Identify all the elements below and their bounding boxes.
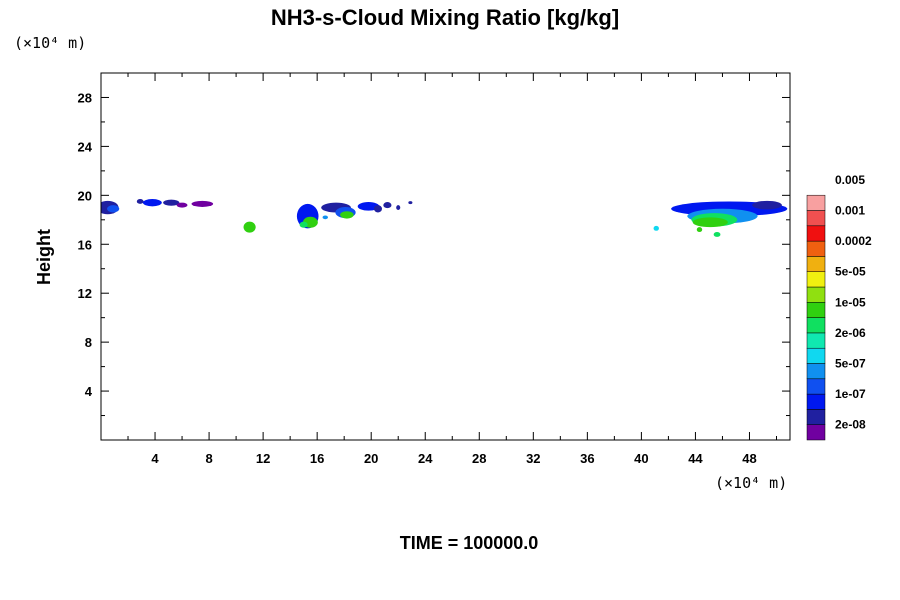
cloud-patch: [142, 199, 162, 207]
x-unit-label: (×10⁴ m): [715, 474, 787, 492]
cloud-patch: [357, 202, 380, 211]
x-tick-label: 24: [418, 451, 433, 466]
time-footer: TIME = 100000.0: [400, 533, 539, 553]
cloud-patch: [243, 221, 256, 233]
cloud-patch: [191, 200, 214, 207]
x-tick-label: 8: [205, 451, 212, 466]
x-tick-label: 12: [256, 451, 270, 466]
colorbar-label: 5e-07: [835, 357, 866, 371]
colorbar: 2e-08 1e-07 5e-07 2e-06 1e-05 5e-05 0.0002 0.00…: [806, 173, 872, 441]
cloud-patch: [136, 199, 144, 204]
colorbar-swatch: [806, 302, 826, 318]
colorbar-label: 5e-05: [835, 265, 866, 279]
colorbar-swatch: [806, 378, 826, 395]
colorbar-swatch: [806, 286, 826, 303]
cloud-patch: [396, 205, 401, 211]
chart-title: NH3-s-Cloud Mixing Ratio [kg/kg]: [271, 5, 619, 30]
y-tick-label: 8: [85, 335, 92, 350]
cloud-patch: [653, 225, 659, 231]
cloud-patch: [107, 205, 120, 213]
cloud-patch: [696, 227, 703, 233]
y-tick-label: 20: [78, 188, 92, 203]
cloud-patch: [299, 221, 308, 228]
colorbar-swatch: [806, 332, 826, 349]
colorbar-swatch: [806, 225, 826, 242]
colorbar-swatch: [806, 347, 826, 364]
colorbar-label: 2e-08: [835, 418, 866, 432]
colorbar-label: 1e-05: [835, 295, 866, 309]
colorbar-swatch: [806, 210, 826, 227]
x-tick-label: 28: [472, 451, 486, 466]
colorbar-swatch: [806, 409, 826, 425]
colorbar-swatch: [806, 271, 826, 288]
cloud-patch: [322, 215, 328, 220]
cloud-field: [101, 199, 788, 237]
colorbar-swatch: [806, 424, 826, 441]
x-tick-label: 36: [580, 451, 594, 466]
y-tick-label: 28: [78, 90, 92, 105]
colorbar-swatch: [806, 363, 826, 380]
y-unit-label: (×10⁴ m): [14, 34, 86, 52]
x-tick-label: 16: [310, 451, 324, 466]
cloud-patch: [373, 205, 383, 213]
cloud-patch: [340, 211, 354, 219]
cloud-patch: [176, 202, 188, 208]
colorbar-label: 0.005: [835, 173, 865, 187]
x-tick-label: 32: [526, 451, 540, 466]
cloud-patch: [692, 217, 728, 228]
colorbar-swatch: [806, 240, 826, 257]
cloud-patch: [713, 232, 721, 237]
x-tick-label: 4: [151, 451, 159, 466]
colorbar-swatch: [806, 317, 826, 334]
cloud-patch: [383, 202, 392, 209]
colorbar-label: 0.0002: [835, 234, 872, 248]
y-tick-label: 16: [78, 237, 92, 252]
y-tick-label: 24: [78, 139, 93, 154]
y-axis-label: Height: [34, 229, 54, 285]
y-tick-label: 12: [78, 286, 92, 301]
colorbar-swatch: [806, 256, 826, 272]
cloud-patch: [752, 200, 782, 210]
x-tick-label: 48: [742, 451, 756, 466]
colorbar-label: 1e-07: [835, 387, 866, 401]
plot-frame: [100, 72, 791, 441]
x-tick-label: 40: [634, 451, 648, 466]
colorbar-label: 2e-06: [835, 326, 866, 340]
cloud-patch: [408, 201, 413, 205]
colorbar-label: 0.001: [835, 204, 865, 218]
colorbar-swatch: [806, 194, 826, 211]
y-tick-label: 4: [85, 384, 93, 399]
cloud-patch: [163, 199, 180, 206]
x-tick-label: 20: [364, 451, 378, 466]
colorbar-swatch: [806, 393, 826, 410]
x-tick-label: 44: [688, 451, 703, 466]
